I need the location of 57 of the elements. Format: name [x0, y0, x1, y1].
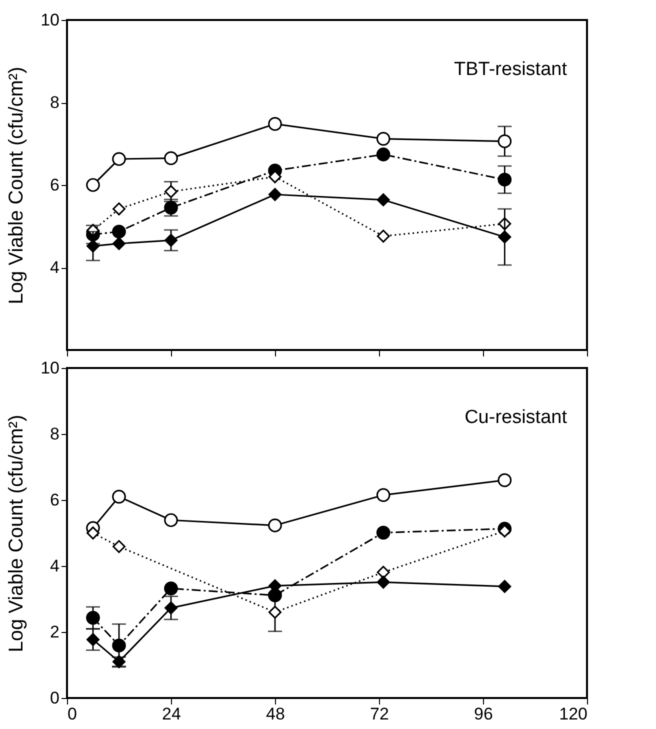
y-tick-label: 4 [50, 556, 60, 576]
x-tick-label: 96 [474, 704, 493, 724]
y-axis-title: Log Viable Count (cfu/cm²) [6, 66, 28, 304]
annotation: TBT-resistant [454, 59, 568, 80]
point [164, 601, 178, 614]
y-tick-label: 2 [50, 622, 60, 642]
x-tick-label: 120 [559, 704, 588, 724]
point [376, 193, 390, 206]
point [86, 526, 100, 540]
y-tick-label: 10 [40, 358, 60, 378]
point [498, 172, 512, 187]
point [164, 151, 178, 166]
y-axis-title: Log Viable Count (cfu/cm²) [6, 414, 28, 652]
y-tick-label: 0 [50, 688, 60, 708]
y-tick-label: 8 [50, 424, 60, 444]
point [112, 638, 126, 652]
y-tick-label: 6 [50, 176, 60, 194]
y-tick-label: 8 [50, 93, 60, 112]
y-tick-label: 4 [50, 258, 60, 277]
point [164, 582, 178, 596]
point [498, 473, 512, 488]
point [498, 134, 512, 148]
point [376, 566, 390, 579]
point [498, 580, 512, 593]
point [376, 576, 390, 589]
point [112, 202, 126, 216]
point [86, 240, 100, 253]
annotation: Cu-resistant [464, 407, 568, 428]
point [376, 488, 390, 502]
x-tick-label: 0 [68, 704, 77, 724]
point [268, 518, 282, 532]
point [268, 170, 282, 184]
point [498, 524, 512, 538]
y-tick-label: 10 [40, 10, 60, 30]
point [164, 234, 178, 247]
x-tick-label: 72 [370, 704, 389, 724]
point [268, 117, 282, 131]
point [376, 132, 390, 146]
point [112, 152, 126, 166]
point [376, 526, 390, 540]
point [498, 230, 512, 244]
point [376, 148, 390, 162]
point [376, 230, 390, 243]
point [86, 178, 100, 192]
point [112, 237, 126, 250]
point [164, 513, 178, 528]
point [268, 188, 282, 201]
point [86, 610, 100, 625]
point [112, 224, 126, 239]
point [86, 633, 100, 646]
x-tick-label: 48 [266, 704, 285, 724]
point [164, 185, 178, 198]
point [268, 606, 282, 619]
point [112, 490, 126, 504]
y-tick-label: 6 [50, 490, 60, 510]
point [112, 540, 126, 554]
x-tick-label: 24 [162, 704, 181, 724]
